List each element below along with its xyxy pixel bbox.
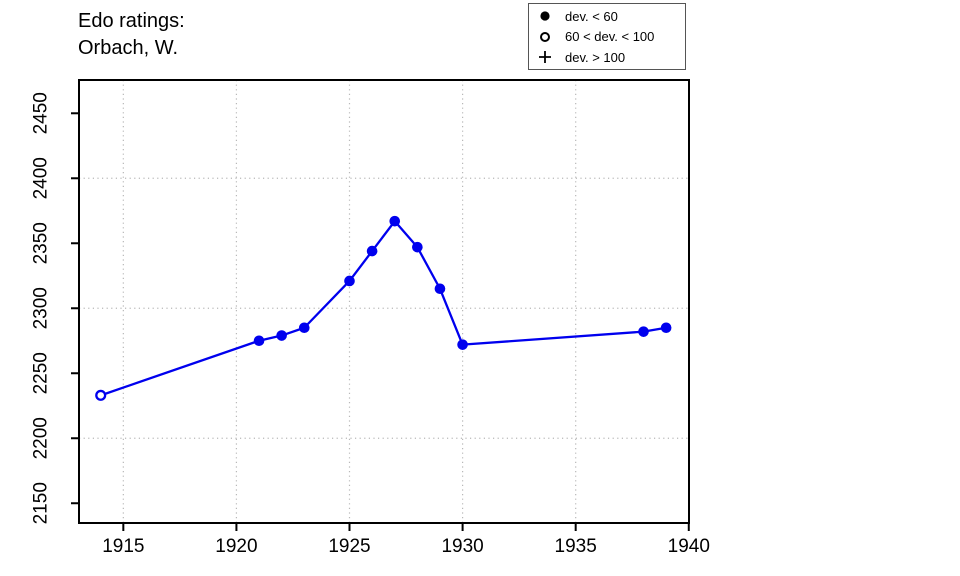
y-axis-tick-label: 2150 [31, 482, 52, 524]
x-axis-tick-label: 1925 [328, 536, 370, 557]
x-axis-tick-label: 1915 [102, 536, 144, 557]
data-point-filled-circle [660, 322, 672, 334]
data-point-filled-circle [276, 330, 287, 341]
open-circle-icon [537, 30, 552, 44]
data-point-filled-circle [344, 275, 355, 287]
chart-title: Edo ratings: Orbach, W. [78, 8, 185, 62]
data-point-open-circle [95, 389, 107, 401]
data-point-filled-circle [366, 245, 378, 257]
legend-item-dev-lt-60: dev. < 60 [537, 8, 685, 25]
x-axis-tick-label: 1940 [668, 536, 710, 557]
y-axis-tick-label: 2250 [31, 352, 52, 394]
x-axis-tick-label: 1935 [555, 536, 597, 557]
legend-item-dev-gt-100: dev. > 100 [537, 49, 685, 66]
y-axis-tick-label: 2450 [31, 92, 52, 134]
data-point-filled-circle [389, 215, 401, 227]
y-axis-tick-label: 2400 [31, 157, 52, 199]
legend-item-dev-60-100: 60 < dev. < 100 [537, 28, 685, 45]
plot-frame [78, 79, 690, 524]
legend-label: dev. < 60 [565, 8, 618, 24]
data-point-filled-circle [412, 241, 423, 253]
legend-label: dev. > 100 [565, 49, 626, 65]
legend: dev. < 60 60 < dev. < 100 dev. > 100 [528, 3, 686, 70]
chart-title-line1: Edo ratings: [78, 10, 185, 32]
data-point-filled-circle [434, 283, 446, 295]
chart-title-line2: Orbach, W. [78, 37, 179, 59]
data-point-filled-circle [253, 335, 265, 347]
filled-circle-icon [537, 9, 552, 23]
legend-label: 60 < dev. < 100 [565, 29, 655, 44]
data-point-filled-circle [298, 322, 310, 334]
y-axis-tick-label: 2350 [31, 222, 52, 264]
x-axis-tick-label: 1920 [215, 536, 257, 557]
y-axis-tick-label: 2200 [31, 417, 52, 459]
y-axis-tick-label: 2300 [31, 287, 52, 329]
data-point-filled-circle [457, 339, 468, 350]
data-point-filled-circle [638, 326, 649, 337]
plus-icon [537, 50, 552, 64]
x-axis-tick-label: 1930 [441, 536, 483, 557]
